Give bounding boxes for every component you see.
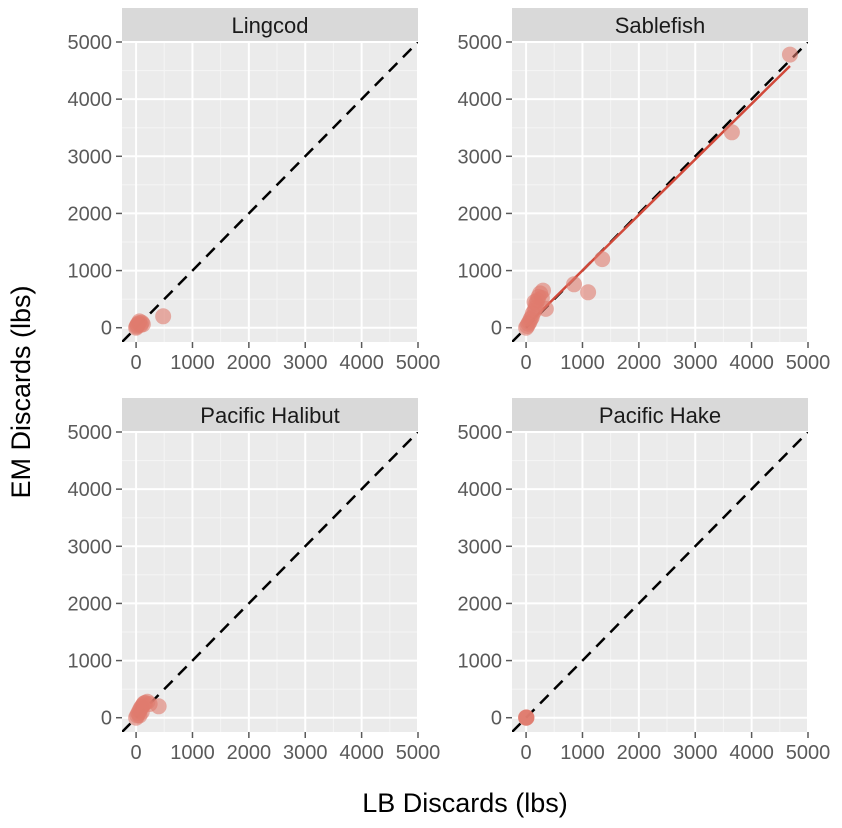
x-tick-label: 5000 [786, 742, 831, 764]
x-tick-label: 2000 [227, 352, 272, 374]
facet-title: Pacific Hake [599, 403, 721, 428]
data-point [535, 282, 552, 299]
facet-title: Lingcod [231, 13, 308, 38]
y-tick-label: 2000 [68, 203, 113, 225]
x-tick-label: 3000 [283, 352, 328, 374]
x-tick-label: 0 [131, 352, 142, 374]
x-tick-label: 2000 [227, 742, 272, 764]
x-axis-title: LB Discards (lbs) [362, 788, 568, 818]
x-tick-label: 1000 [170, 742, 215, 764]
data-point [518, 709, 535, 726]
y-tick-label: 2000 [458, 593, 503, 615]
x-tick-label: 3000 [673, 352, 718, 374]
y-tick-label: 2000 [68, 593, 113, 615]
y-tick-label: 0 [101, 708, 112, 730]
y-tick-label: 0 [491, 708, 502, 730]
x-tick-label: 0 [131, 742, 142, 764]
reference-line [512, 432, 808, 732]
x-tick-label: 1000 [560, 742, 605, 764]
x-tick-label: 4000 [339, 742, 384, 764]
facet-strip [122, 398, 418, 432]
y-tick-label: 4000 [458, 479, 503, 501]
facet-pacific-halibut: Pacific Halibut 0 1000 2000 3000 4000 5000 0 100… [68, 398, 441, 764]
x-tick-label: 1000 [170, 352, 215, 374]
y-tick-label: 0 [491, 318, 502, 340]
x-tick-label: 4000 [339, 352, 384, 374]
panel-plot-area [512, 432, 808, 732]
y-tick-label: 5000 [68, 422, 113, 444]
facet-strip [122, 8, 418, 42]
reference-line [122, 432, 418, 732]
facet-title: Sablefish [615, 13, 706, 38]
data-point [131, 707, 148, 724]
reference-line [122, 42, 418, 342]
data-point [723, 124, 740, 141]
y-tick-label: 4000 [68, 479, 113, 501]
y-tick-label: 3000 [68, 146, 113, 168]
x-tick-label: 0 [521, 742, 532, 764]
facet-strip [512, 8, 808, 42]
data-point [537, 300, 554, 317]
y-tick-label: 5000 [68, 32, 113, 54]
data-point [580, 284, 597, 301]
facet-strip [512, 398, 808, 432]
x-tick-label: 2000 [617, 352, 662, 374]
x-tick-label: 3000 [283, 742, 328, 764]
x-tick-label: 5000 [786, 352, 831, 374]
x-tick-label: 2000 [617, 742, 662, 764]
data-point [566, 276, 583, 293]
data-point [150, 698, 167, 715]
panel-plot-area [122, 432, 418, 732]
y-tick-label: 1000 [458, 651, 503, 673]
y-tick-label: 3000 [458, 146, 503, 168]
data-point [155, 308, 172, 325]
facet-title: Pacific Halibut [200, 403, 339, 428]
x-tick-label: 0 [521, 352, 532, 374]
y-tick-label: 5000 [458, 32, 503, 54]
data-point [594, 251, 611, 268]
x-tick-label: 4000 [729, 742, 774, 764]
x-tick-label: 1000 [560, 352, 605, 374]
x-tick-label: 5000 [396, 352, 441, 374]
y-tick-label: 5000 [458, 422, 503, 444]
data-point [781, 46, 798, 63]
facet-sablefish: Sablefish 0 1000 2000 3000 4000 5000 0 1000 2000 3… [458, 8, 831, 374]
y-tick-label: 2000 [458, 203, 503, 225]
x-tick-label: 4000 [729, 352, 774, 374]
facet-lingcod: Lingcod 0 1000 2000 3000 4000 5000 0 1000 2000 300… [68, 8, 441, 374]
facet-pacific-hake: Pacific Hake 0 1000 2000 3000 4000 5000 0 1000 20… [458, 398, 831, 764]
y-tick-label: 4000 [458, 89, 503, 111]
data-point [134, 316, 151, 333]
y-tick-label: 3000 [458, 536, 503, 558]
panel-plot-area [512, 42, 808, 342]
x-tick-label: 5000 [396, 742, 441, 764]
y-tick-label: 1000 [458, 261, 503, 283]
y-axis-title: EM Discards (lbs) [6, 285, 36, 498]
x-tick-label: 3000 [673, 742, 718, 764]
y-tick-label: 0 [101, 318, 112, 340]
y-tick-label: 3000 [68, 536, 113, 558]
y-tick-label: 1000 [68, 651, 113, 673]
y-tick-label: 1000 [68, 261, 113, 283]
y-tick-label: 4000 [68, 89, 113, 111]
panel-plot-area [122, 42, 418, 342]
